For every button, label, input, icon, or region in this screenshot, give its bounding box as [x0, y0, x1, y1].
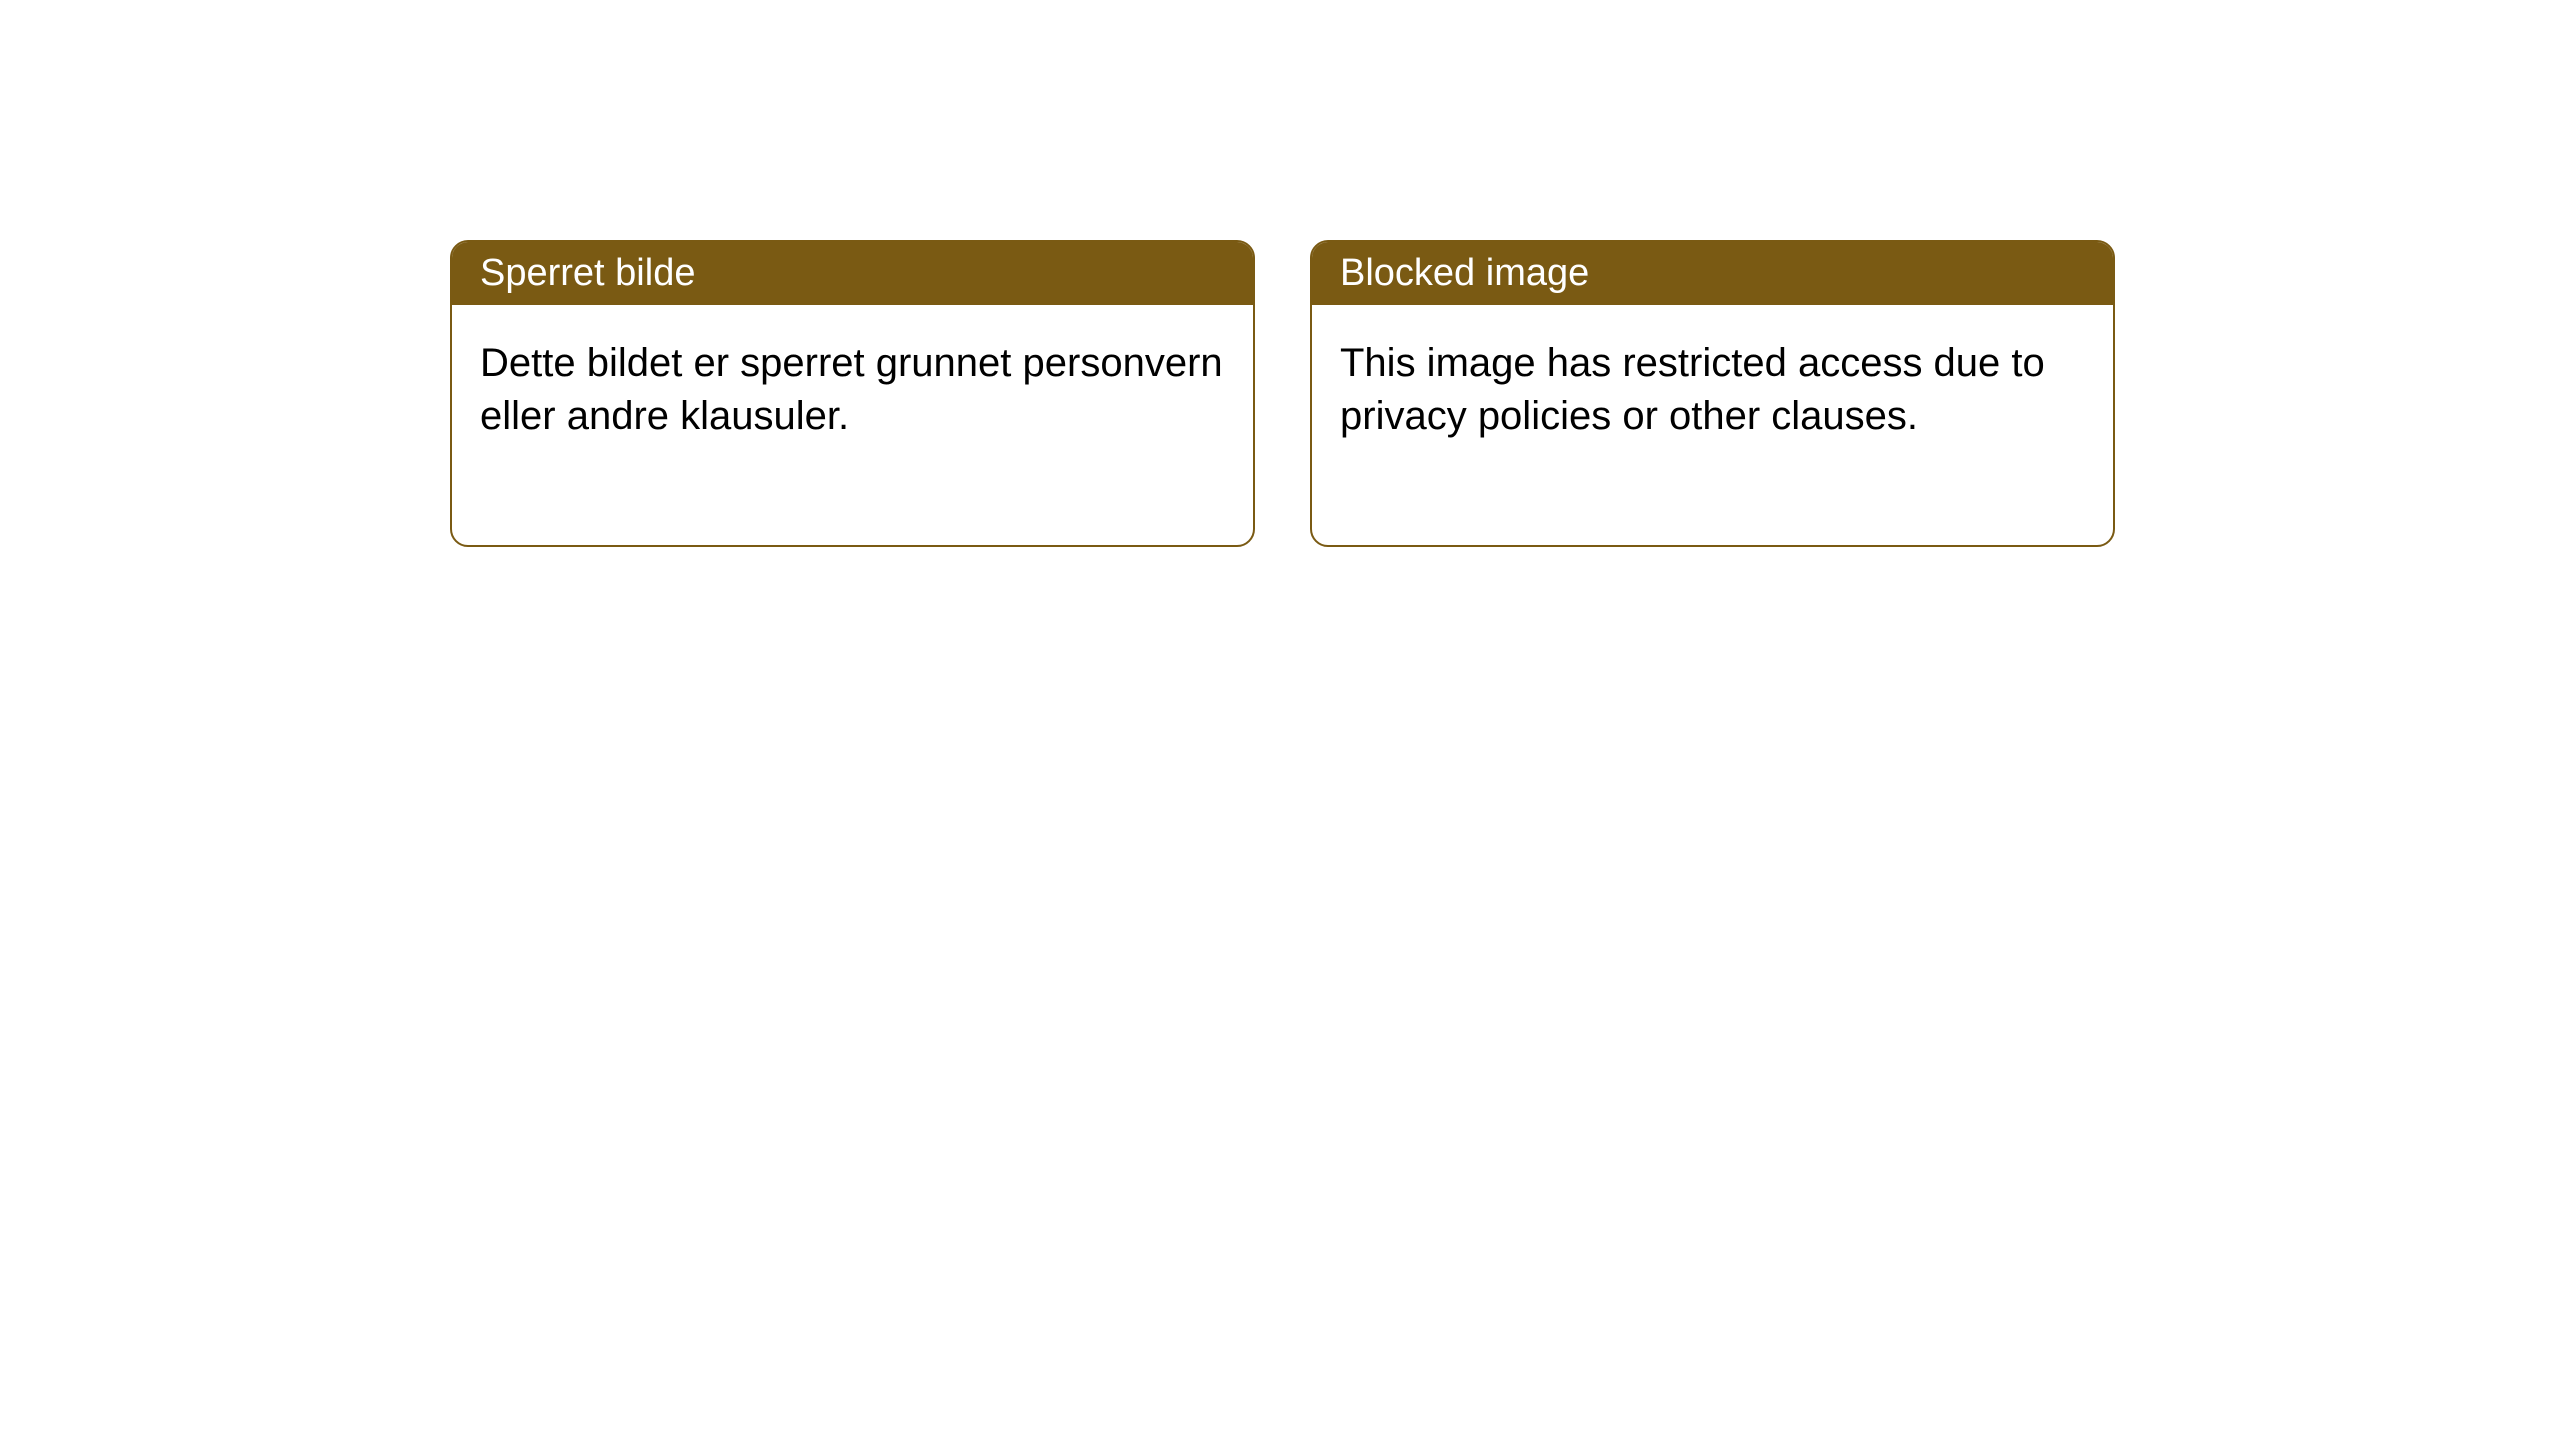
notice-title: Blocked image [1340, 252, 1589, 294]
notice-card-english: Blocked image This image has restricted … [1310, 240, 2115, 547]
notice-body: Dette bildet er sperret grunnet personve… [452, 305, 1253, 545]
notice-message: Dette bildet er sperret grunnet personve… [480, 341, 1223, 438]
notice-title: Sperret bilde [480, 252, 695, 294]
notice-header: Blocked image [1312, 242, 2113, 305]
notice-container: Sperret bilde Dette bildet er sperret gr… [0, 0, 2560, 547]
notice-body: This image has restricted access due to … [1312, 305, 2113, 545]
notice-header: Sperret bilde [452, 242, 1253, 305]
notice-message: This image has restricted access due to … [1340, 341, 2045, 438]
notice-card-norwegian: Sperret bilde Dette bildet er sperret gr… [450, 240, 1255, 547]
